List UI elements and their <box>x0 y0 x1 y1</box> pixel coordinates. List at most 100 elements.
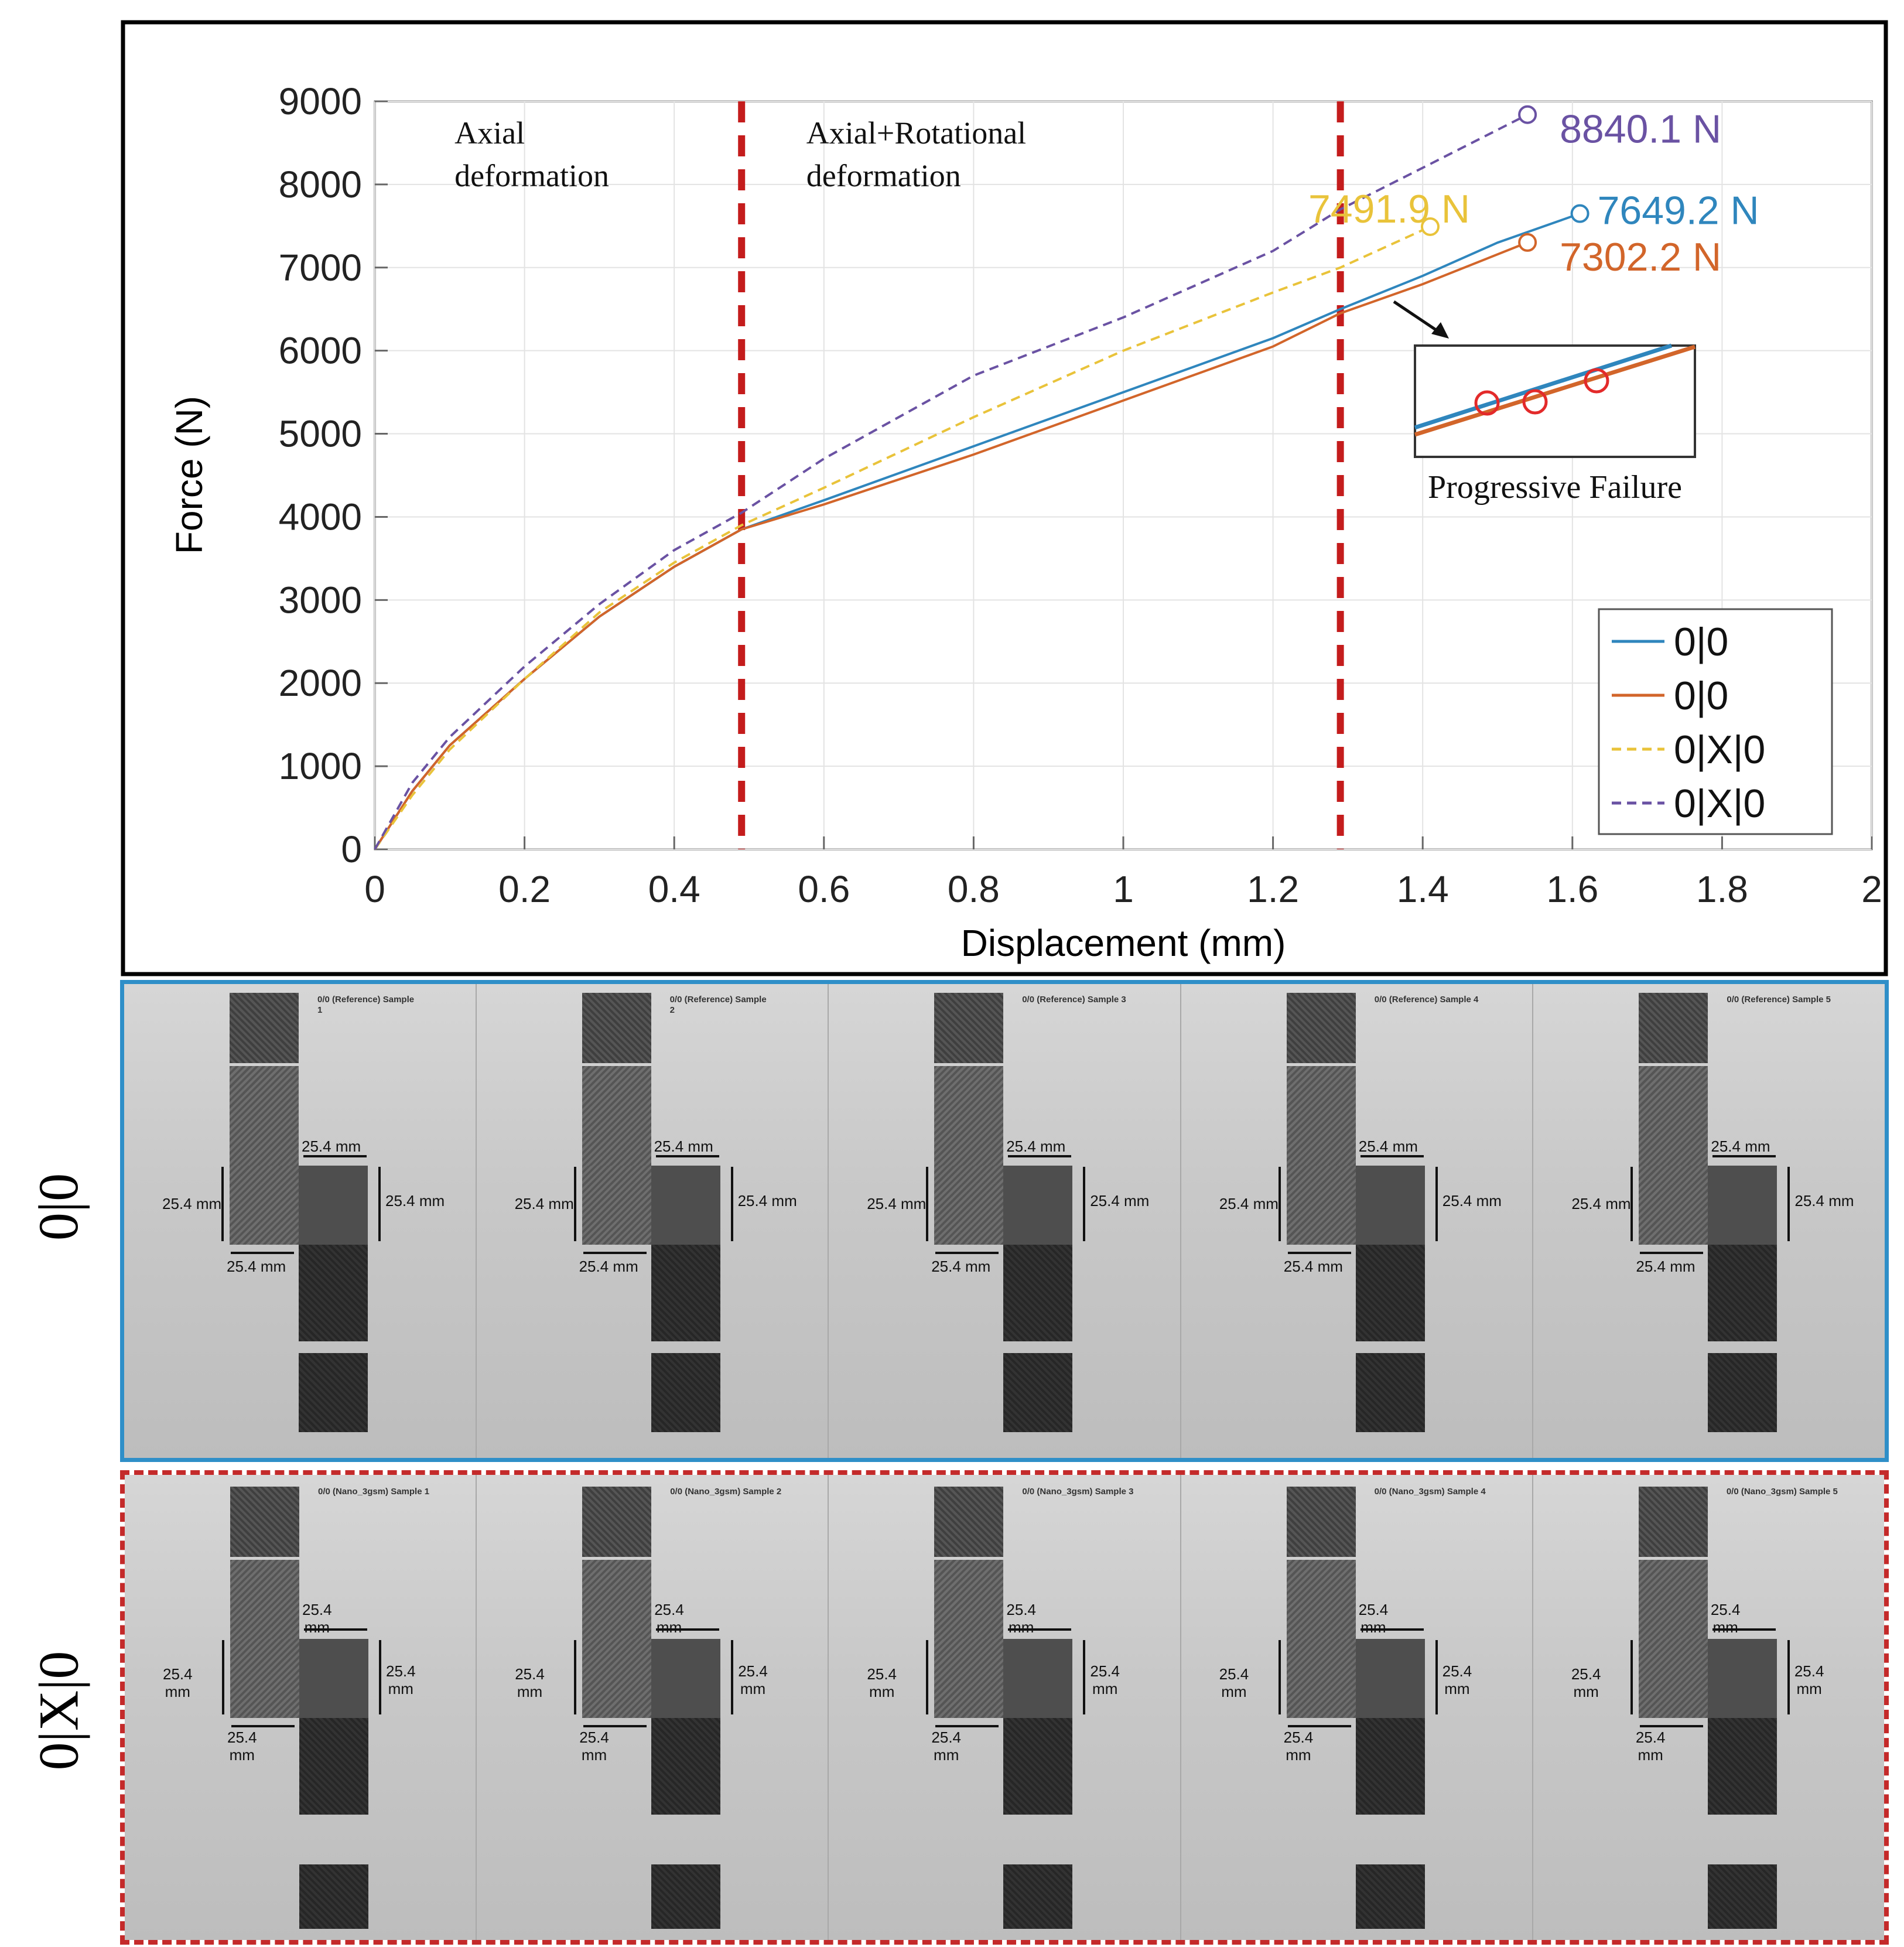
inset-label: Progressive Failure <box>1428 469 1682 505</box>
dimension-label: 25.4 mm <box>1358 1601 1389 1636</box>
specimen-segment <box>299 1639 368 1718</box>
nano-samples-panel: 0/0 (Nano_3gsm) Sample 1 25.4 mm 25.4 mm 25… <box>120 1470 1889 1945</box>
dimension-arrow <box>1008 1628 1072 1631</box>
sample-photo: 0/0 (Reference) Sample 1 25.4 mm 25.4 mm 25… <box>124 984 477 1458</box>
y-tick-label: 9000 <box>279 80 362 122</box>
sample-title: 0/0 (Nano_3gsm) Sample 5 <box>1726 1487 1838 1497</box>
phase-divider-lines <box>738 101 1344 849</box>
x-tick-label: 0.4 <box>648 868 700 910</box>
dimension-arrow <box>1435 1640 1438 1714</box>
specimen-segment <box>1708 1245 1777 1341</box>
sample-photo: 0/0 (Reference) Sample 4 25.4 mm 25.4 mm 25… <box>1181 984 1534 1458</box>
dimension-arrow <box>1360 1155 1424 1157</box>
dimension-arrow <box>1787 1167 1790 1241</box>
y-tick-label: 4000 <box>279 496 362 538</box>
failure-value-label: 7649.2 N <box>1598 189 1759 233</box>
dimension-label: 25.4 mm <box>1006 1138 1066 1155</box>
failure-value-label: 8840.1 N <box>1560 107 1721 152</box>
progressive-failure-inset: Progressive Failure <box>1393 300 1696 505</box>
sample-photo: 0/0 (Reference) Sample 3 25.4 mm 25.4 mm 25… <box>829 984 1181 1458</box>
dimension-label: 25.4 mm <box>1794 1192 1854 1210</box>
y-tick-label: 7000 <box>279 247 362 289</box>
dimension-label: 25.4 mm <box>867 1665 897 1700</box>
dimension-label: 25.4 mm <box>1636 1258 1696 1275</box>
specimen-segment <box>1707 1639 1777 1718</box>
dimension-arrow <box>1287 1252 1351 1254</box>
specimen-segment <box>299 1353 368 1432</box>
specimen-segment <box>934 993 1004 1063</box>
row-label-reference: 0|0 <box>12 1148 105 1265</box>
dimension-arrow <box>1640 1252 1704 1254</box>
dimension-label: 25.4 mm <box>738 1662 768 1697</box>
specimen-segment <box>1286 1639 1356 1718</box>
axis-ticks: 0 0.2 0.4 0.6 0.8 1 1.2 1.4 1.6 1.8 2 0 1000 2000 3000… <box>279 80 1882 910</box>
specimen-segment <box>230 993 299 1063</box>
specimen-segment <box>1286 993 1356 1063</box>
sample-photo: 0/0 (Nano_3gsm) Sample 4 25.4 mm 25.4 mm 25… <box>1181 1475 1533 1940</box>
dimension-label: 25.4 mm <box>654 1601 684 1636</box>
specimen-segment <box>651 1166 720 1245</box>
specimen-segment <box>1708 1353 1777 1432</box>
specimen-segment <box>1355 1639 1425 1718</box>
dimension-arrow <box>1630 1167 1633 1241</box>
specimen-segment <box>1003 1353 1073 1432</box>
specimen-segment <box>1639 1066 1708 1166</box>
failure-value-label: 7302.2 N <box>1560 235 1721 279</box>
dimension-label: 25.4 mm <box>1571 1195 1631 1212</box>
specimen-segment <box>582 1639 652 1718</box>
dimension-label: 25.4 mm <box>1283 1258 1343 1275</box>
dimension-arrow <box>231 1252 294 1254</box>
specimen-segment <box>1003 1639 1073 1718</box>
specimen-segment <box>1355 1245 1425 1341</box>
sample-title: 0/0 (Reference) Sample 2 <box>669 995 767 1015</box>
dimension-arrow <box>1435 1167 1438 1241</box>
specimen-segment <box>1707 1864 1777 1929</box>
y-tick-label: 6000 <box>279 330 362 372</box>
specimen-segment <box>1638 1487 1708 1557</box>
failure-point-marker <box>1518 105 1537 124</box>
dimension-arrow <box>1278 1640 1281 1714</box>
dimension-arrow <box>378 1167 381 1241</box>
dimension-arrow <box>574 1640 577 1714</box>
x-tick-label: 0.6 <box>798 868 850 910</box>
dimension-label: 25.4 mm <box>1090 1192 1150 1210</box>
x-axis-label: Displacement (mm) <box>961 922 1286 964</box>
sample-title: 0/0 (Reference) Sample 5 <box>1727 995 1831 1005</box>
specimen-segment <box>1286 1066 1356 1166</box>
inset-orange-line <box>1414 344 1696 437</box>
dimension-arrow <box>1083 1167 1086 1241</box>
sample-photo: 0/0 (Reference) Sample 2 25.4 mm 25.4 mm 25… <box>476 984 829 1458</box>
y-tick-label: 0 <box>341 828 362 870</box>
dimension-label: 25.4 mm <box>1283 1729 1314 1764</box>
series-line <box>374 241 1528 850</box>
dimension-arrow <box>731 1640 734 1714</box>
dimension-label: 25.4 mm <box>1090 1662 1120 1697</box>
sample-photo: 0/0 (Nano_3gsm) Sample 2 25.4 mm 25.4 mm 25… <box>477 1475 829 1940</box>
row-label-nano: 0|X|0 <box>12 1634 105 1787</box>
dimension-arrow <box>583 1252 647 1254</box>
region-label-line2: deformation <box>806 158 961 193</box>
dimension-label: 25.4 mm <box>1006 1601 1037 1636</box>
series-line <box>374 226 1431 850</box>
dimension-arrow <box>231 1725 295 1727</box>
specimen-segment <box>1286 1166 1356 1245</box>
specimen-segment <box>934 1639 1004 1718</box>
specimen-segment <box>651 1639 721 1718</box>
sample-title: 0/0 (Nano_3gsm) Sample 2 <box>670 1487 782 1497</box>
dimension-label: 25.4 mm <box>931 1729 962 1764</box>
sample-title: 0/0 (Nano_3gsm) Sample 4 <box>1374 1487 1486 1497</box>
specimen-segment <box>1638 1560 1708 1639</box>
specimen-segment <box>1003 1245 1073 1341</box>
dimension-arrow <box>935 1725 999 1727</box>
dimension-label: 25.4 mm <box>385 1192 445 1210</box>
inset-blue-line <box>1414 343 1673 430</box>
sample-title: 0/0 (Nano_3gsm) Sample 1 <box>318 1487 430 1497</box>
failure-point-marker <box>1518 233 1537 252</box>
dimension-label: 25.4 mm <box>227 1258 286 1275</box>
x-tick-label: 2 <box>1861 868 1882 910</box>
dimension-label: 25.4 mm <box>931 1258 991 1275</box>
specimen-segment <box>1639 993 1708 1063</box>
row-label-nano-text: 0|X|0 <box>27 1651 90 1770</box>
specimen-segment <box>1003 1166 1073 1245</box>
